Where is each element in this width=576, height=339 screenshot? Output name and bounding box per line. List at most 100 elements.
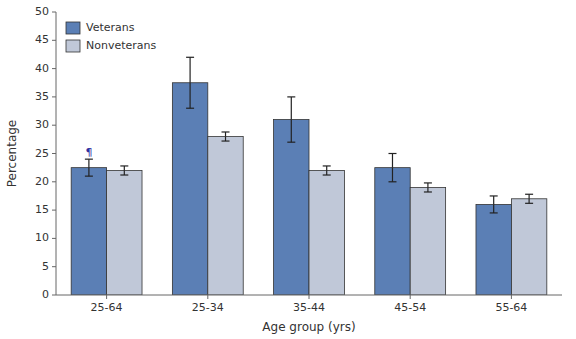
- error-cap: [120, 174, 128, 175]
- error-whisker: [427, 183, 428, 188]
- error-cap: [323, 165, 331, 166]
- y-axis: 05101520253035404550: [35, 5, 56, 301]
- x-tick: [511, 295, 512, 299]
- error-bar-upper: [323, 166, 331, 171]
- error-whisker: [225, 137, 226, 142]
- x-tick-label: 25-64: [91, 301, 123, 314]
- y-tick: [52, 68, 56, 69]
- y-tick-label: 0: [42, 288, 49, 301]
- error-cap: [186, 57, 194, 58]
- error-bar-lower: [424, 187, 432, 192]
- x-tick-label: 25-34: [192, 301, 224, 314]
- error-cap: [120, 165, 128, 166]
- y-tick-label: 20: [35, 175, 49, 188]
- error-bar-lower: [490, 204, 498, 212]
- error-bar-upper: [490, 196, 498, 204]
- y-tick-label: 45: [35, 33, 49, 46]
- error-cap: [525, 194, 533, 195]
- error-bar-lower: [525, 199, 533, 204]
- error-whisker: [493, 204, 494, 212]
- error-bar-lower: [323, 170, 331, 175]
- legend-swatch: [66, 40, 80, 52]
- y-tick: [52, 210, 56, 211]
- bar: [511, 199, 546, 295]
- error-bar-lower: [222, 137, 230, 142]
- error-cap: [222, 140, 230, 141]
- x-tick-label: 55-64: [495, 301, 527, 314]
- x-tick: [106, 295, 107, 299]
- error-whisker: [392, 168, 393, 182]
- error-bar-lower: [186, 83, 194, 108]
- legend: VeteransNonveterans: [66, 21, 157, 52]
- error-cap: [388, 153, 396, 154]
- x-tick-label: 45-54: [394, 301, 426, 314]
- y-tick-label: 30: [35, 118, 49, 131]
- bar: [172, 83, 207, 295]
- error-bar-lower: [388, 168, 396, 182]
- y-tick-label: 15: [35, 203, 49, 216]
- error-cap: [424, 182, 432, 183]
- error-bar-upper: [388, 154, 396, 168]
- bar: [274, 120, 309, 295]
- y-axis-line: [56, 12, 57, 295]
- error-whisker: [124, 170, 125, 175]
- y-tick-label: 5: [42, 260, 49, 273]
- error-cap: [388, 181, 396, 182]
- error-whisker: [427, 187, 428, 192]
- error-cap: [525, 203, 533, 204]
- bar: [309, 170, 344, 295]
- error-bars: [85, 57, 498, 213]
- error-bar-upper: [424, 183, 432, 188]
- y-tick-label: 35: [35, 90, 49, 103]
- error-whisker: [529, 199, 530, 204]
- x-tick-label: 35-44: [293, 301, 325, 314]
- error-cap: [85, 176, 93, 177]
- error-cap: [287, 142, 295, 143]
- bar: [375, 168, 410, 295]
- error-whisker: [189, 83, 190, 108]
- x-tick: [309, 295, 310, 299]
- error-bar-lower: [85, 168, 93, 176]
- error-whisker: [493, 196, 494, 204]
- y-axis-label: Percentage: [5, 120, 19, 188]
- legend-swatch: [66, 22, 80, 34]
- error-cap: [424, 191, 432, 192]
- chart: 0510152025303540455025-6425-3435-4445-54…: [0, 0, 576, 339]
- error-cap: [186, 108, 194, 109]
- legend-label: Nonveterans: [86, 39, 157, 52]
- error-cap: [490, 212, 498, 213]
- error-whisker: [124, 166, 125, 171]
- error-cap: [490, 195, 498, 196]
- error-whisker: [88, 159, 89, 167]
- error-bar-upper: [525, 194, 533, 199]
- bar: [410, 187, 445, 295]
- y-tick-label: 40: [35, 62, 49, 75]
- y-tick-label: 10: [35, 231, 49, 244]
- y-tick: [52, 12, 56, 13]
- bar: [107, 170, 142, 295]
- y-tick: [52, 125, 56, 126]
- series: [71, 83, 511, 295]
- error-bar-upper: [287, 97, 295, 120]
- x-axis-label: Age group (yrs): [262, 320, 355, 334]
- error-bar-lower: [120, 170, 128, 175]
- x-tick: [410, 295, 411, 299]
- error-bars: [120, 132, 533, 203]
- y-tick: [52, 40, 56, 41]
- error-cap: [323, 174, 331, 175]
- bar: [208, 137, 243, 295]
- y-tick: [52, 96, 56, 97]
- y-tick: [52, 295, 56, 296]
- error-whisker: [326, 166, 327, 171]
- error-whisker: [291, 120, 292, 143]
- series: [107, 137, 547, 295]
- error-whisker: [392, 154, 393, 168]
- y-tick-label: 25: [35, 147, 49, 160]
- plot-area: [71, 57, 547, 295]
- error-bar-upper: [120, 166, 128, 171]
- error-whisker: [326, 170, 327, 175]
- error-cap: [222, 131, 230, 132]
- error-cap: [287, 96, 295, 97]
- bar: [71, 168, 106, 295]
- error-bar-upper: [222, 132, 230, 137]
